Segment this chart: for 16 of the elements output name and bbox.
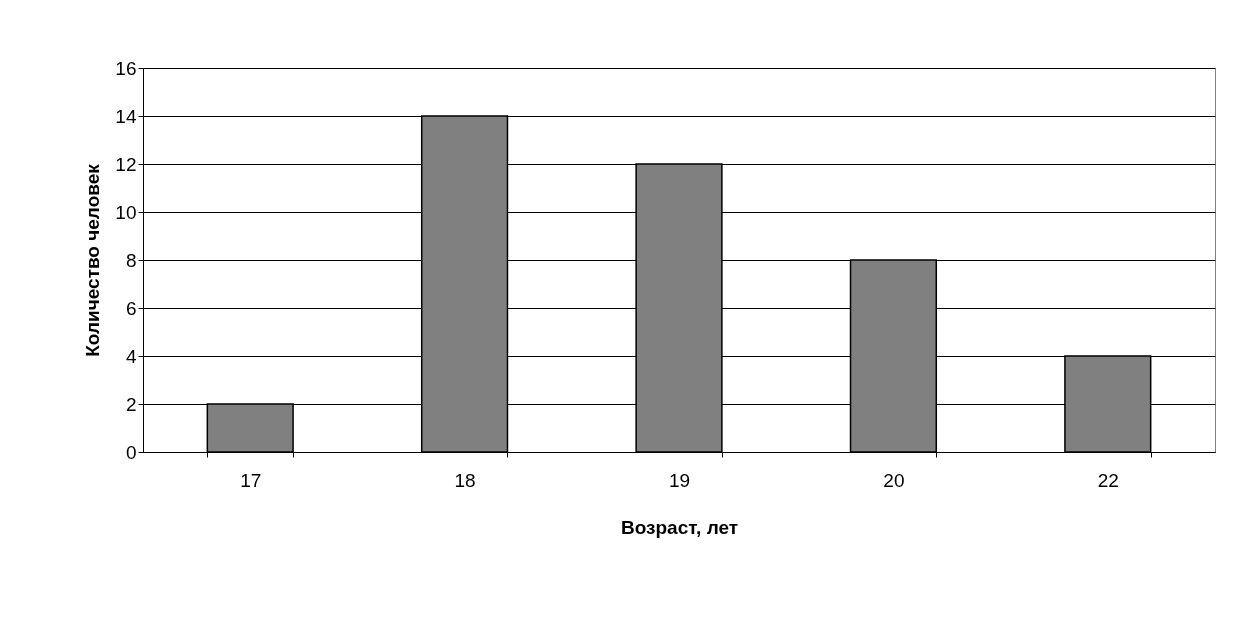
- y-tick-label: 4: [125, 345, 137, 367]
- y-tick-label: 10: [115, 201, 137, 223]
- x-tick-label: 17: [240, 469, 262, 491]
- y-tick-label: 8: [125, 249, 137, 271]
- y-tick-label: 12: [115, 153, 137, 175]
- y-tick-label: 14: [115, 105, 137, 127]
- y-axis-title: Количество человек: [82, 163, 104, 357]
- x-tick-label: 18: [454, 469, 476, 491]
- y-tick-label: 16: [115, 57, 137, 79]
- y-tick-label: 0: [125, 441, 137, 463]
- y-tick-label: 6: [125, 297, 137, 319]
- y-tick-label: 2: [125, 393, 137, 415]
- x-axis-title: Возраст, лет: [620, 516, 739, 538]
- x-tick-label: 22: [1097, 469, 1119, 491]
- x-tick-label: 20: [883, 469, 905, 491]
- x-tick-label: 19: [668, 469, 691, 491]
